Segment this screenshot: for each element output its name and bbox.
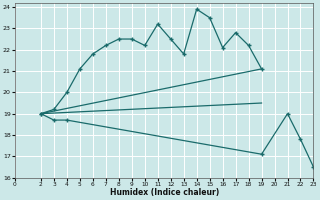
X-axis label: Humidex (Indice chaleur): Humidex (Indice chaleur) <box>109 188 219 197</box>
